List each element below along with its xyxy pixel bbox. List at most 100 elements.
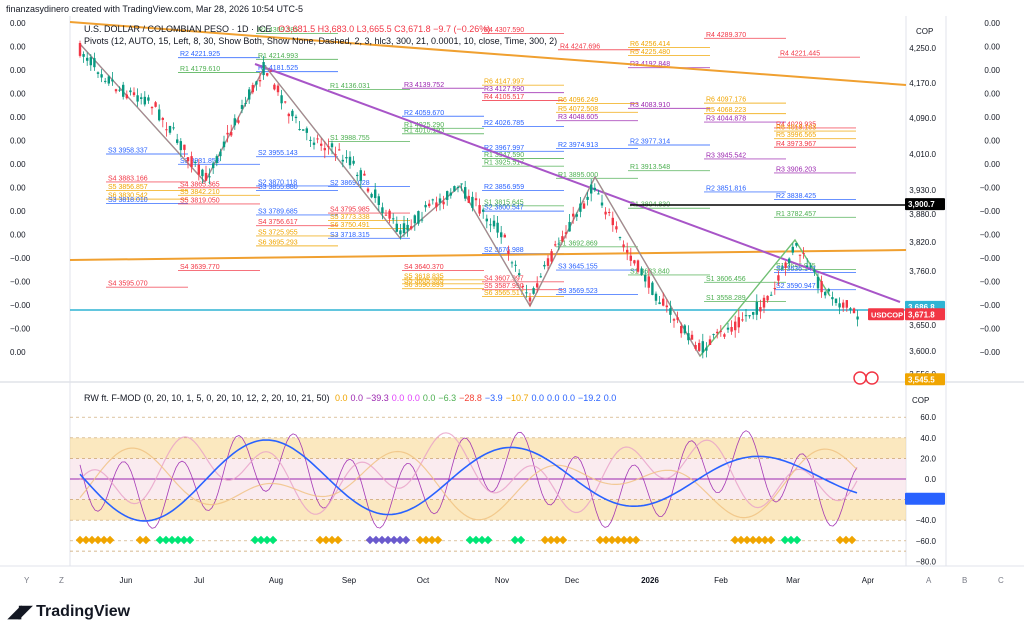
- candle-body-185: [744, 315, 748, 317]
- candle-body-18: [143, 96, 146, 105]
- candle-body-46: [244, 102, 247, 104]
- candle-body-200: [798, 254, 802, 256]
- price-tick-3: 4,010.0: [909, 150, 936, 159]
- pivot-label-19: R3 4083.910: [630, 102, 670, 109]
- candle-body-32: [194, 161, 197, 163]
- candle-body-157: [644, 275, 647, 282]
- signal-diamond-60: [835, 535, 845, 545]
- symbol-legend[interactable]: U.S. DOLLAR / COLOMBIAN PESO · 1D · ICE …: [84, 24, 490, 34]
- candle-body-22: [158, 109, 161, 121]
- usa-flag-icon: [853, 371, 867, 385]
- left-scale-label-13: −0.00: [10, 325, 31, 334]
- pivot-label-0: R1 4309.385: [258, 27, 298, 34]
- candle-body-206: [820, 281, 823, 293]
- candle-body-53: [269, 70, 272, 72]
- candle-body-0: [78, 43, 82, 56]
- oscillator-name: RW ft. F-MOD (0, 20, 10, 1, 5, 0, 20, 10…: [84, 393, 330, 403]
- candle-body-49: [255, 81, 258, 85]
- pivot-label-31: S1 3988.755: [330, 135, 370, 142]
- time-label-7: 2026: [641, 576, 659, 585]
- right-scale-label-10: −0.00: [980, 254, 1001, 263]
- candle-body-122: [518, 273, 521, 276]
- signal-diamond-41: [552, 535, 562, 545]
- candle-body-21: [154, 102, 157, 107]
- pivot-label-28: R6 4019.163: [776, 125, 816, 132]
- signal-diamond-59: [792, 535, 802, 545]
- candle-body-154: [633, 260, 636, 264]
- pivot-label-8: R1 4214.993: [258, 53, 298, 60]
- signal-diamond-26: [389, 535, 399, 545]
- candle-body-145: [600, 202, 604, 206]
- pivot-label-80: S1 3606.456: [706, 276, 746, 283]
- signal-diamond-34: [471, 535, 481, 545]
- signal-diamond-16: [262, 535, 272, 545]
- candle-body-16: [136, 95, 139, 102]
- candle-body-127: [536, 283, 539, 288]
- signal-diamond-24: [377, 535, 387, 545]
- candle-body-81: [370, 193, 373, 198]
- candle-body-173: [701, 341, 704, 353]
- left-scale-label-14: 0.00: [10, 348, 26, 357]
- candle-body-76: [352, 160, 355, 164]
- oscillator-value-11: 0.0: [546, 393, 560, 403]
- signal-diamond-23: [371, 535, 381, 545]
- pivot-label-88: S1 3558.289: [706, 295, 746, 302]
- candle-body-69: [327, 146, 330, 148]
- signal-diamond-52: [742, 535, 752, 545]
- candle-body-117: [500, 232, 503, 238]
- oscillator-value-2: −39.3: [366, 393, 389, 403]
- candle-body-205: [816, 276, 820, 289]
- time-label-6: Dec: [565, 576, 579, 585]
- time-label-4: Oct: [417, 576, 430, 585]
- candle-body-47: [248, 89, 251, 100]
- pivot-label-7: R2 4221.925: [180, 51, 220, 58]
- pivot-label-4: R4 4247.696: [560, 43, 600, 50]
- signal-diamond-51: [736, 535, 746, 545]
- candle-body-116: [496, 222, 499, 233]
- axis-corner-b: B: [962, 576, 967, 585]
- ohlc-values: O3,681.5 H3,683.0 L3,665.5 C3,671.8 −9.7…: [278, 24, 491, 34]
- candle-body-201: [802, 252, 805, 254]
- candle-body-38: [215, 156, 218, 163]
- tradingview-logo[interactable]: ◢◤ TradingView: [8, 602, 130, 622]
- pivot-label-60: S2 3800.547: [484, 205, 524, 212]
- pivot-label-32: R2 3977.314: [630, 139, 670, 146]
- candle-body-33: [197, 164, 200, 175]
- pivot-label-56: S3 3818.010: [108, 197, 148, 204]
- pivot-label-40: S3 3931.858: [180, 158, 220, 165]
- candle-body-26: [172, 127, 175, 129]
- candle-body-48: [251, 85, 254, 93]
- pivot-label-24: R3 4044.878: [706, 116, 746, 123]
- signal-diamond-62: [847, 535, 857, 545]
- pivot-label-12: R6 4147.997: [484, 79, 524, 86]
- signal-diamond-50: [730, 535, 740, 545]
- candle-body-100: [438, 198, 442, 203]
- pivots-indicator-legend[interactable]: Pivots (12, AUTO, 15, Left, 8, 30, Show …: [84, 36, 558, 46]
- purple-trendline: [254, 63, 901, 303]
- price-tick-8: 3,650.0: [909, 321, 936, 330]
- candle-body-174: [705, 347, 708, 351]
- right-scale-label-13: −0.00: [980, 325, 1001, 334]
- pivot-label-82: S4 3595.070: [108, 281, 148, 288]
- oscillator-orange-line: [79, 447, 858, 521]
- candle-body-75: [348, 156, 352, 166]
- right-scale-label-4: 0.00: [984, 113, 1000, 122]
- oscillator-value-13: −19.2: [578, 393, 601, 403]
- candle-body-158: [647, 276, 650, 288]
- candle-body-193: [773, 287, 776, 289]
- pivot-label-71: S2 3676.988: [484, 247, 524, 254]
- pivot-label-78: S5 3618.835: [404, 273, 444, 280]
- pivot-label-30: R5 3996.565: [776, 132, 816, 139]
- right-scale-label-0: 0.00: [984, 19, 1000, 28]
- symbol-badge: USDCOP: [871, 310, 903, 319]
- candle-body-27: [176, 139, 179, 143]
- indicator-tick-2: 20.0: [920, 454, 936, 463]
- candle-body-165: [672, 319, 676, 321]
- candle-body-162: [662, 298, 665, 306]
- candle-body-40: [222, 141, 226, 148]
- oscillator-blue-line: [79, 439, 858, 522]
- signal-diamond-38: [516, 535, 526, 545]
- pivot-label-87: S6 3565.517: [484, 290, 524, 297]
- oscillator-legend[interactable]: RW ft. F-MOD (0, 20, 10, 1, 5, 0, 20, 10…: [84, 393, 619, 403]
